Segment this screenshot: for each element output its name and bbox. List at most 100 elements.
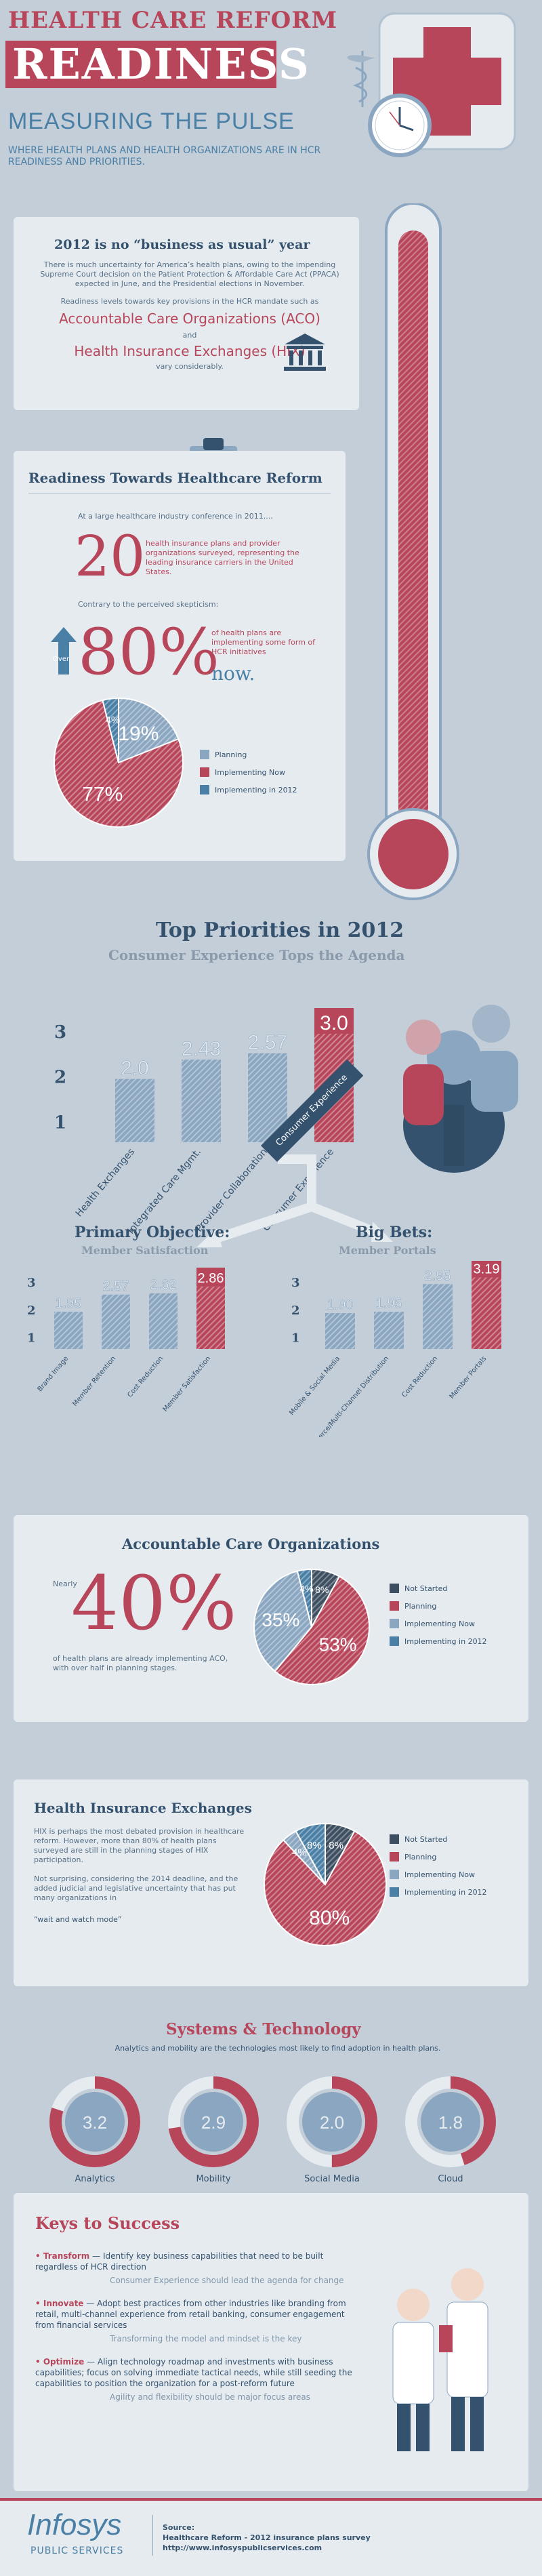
intro-vary: vary considerably. — [156, 362, 224, 371]
legend-label: Implementing in 2012 — [404, 1636, 487, 1646]
intro-and: and — [182, 331, 197, 340]
legend-item: Implementing Now — [390, 1615, 487, 1632]
bar-hatch — [374, 1312, 404, 1349]
readiness-80-text: of health plans are implementing some fo… — [211, 628, 316, 656]
bar-hatch — [472, 1277, 501, 1349]
doctors-illustration — [373, 2257, 508, 2454]
y-tick-label: 1 — [54, 1112, 66, 1133]
primary-objective-chart: 1 2 3 1.95 Brand Image 2.57 Member Retention 2.… — [20, 1261, 271, 1437]
y-tick-label: 3 — [54, 1022, 66, 1043]
primary-objective-title: Primary Objective: — [75, 1224, 230, 1241]
readiness-title-rule — [28, 493, 331, 494]
footer-source-label: Source: — [163, 2523, 195, 2532]
bar-value-label: 2.86 — [198, 1271, 224, 1286]
hix-paragraph-2: Not surprising, considering the 2014 dea… — [34, 1874, 238, 1902]
legend-swatch — [200, 785, 209, 794]
readiness-now: now. — [211, 662, 255, 685]
bar-value-background — [472, 1258, 501, 1278]
big-bets-title: Big Bets: — [356, 1224, 433, 1241]
key-text: — Align technology roadmap and investmen… — [35, 2357, 352, 2388]
intro-panel: 2012 is no “business as usual” year Ther… — [14, 217, 359, 410]
legend-item: Implementing Now — [200, 763, 297, 781]
legend-label: Implementing Now — [404, 1619, 475, 1628]
y-tick-label: 1 — [291, 1331, 300, 1346]
category-label: Member Retention — [71, 1355, 117, 1408]
legend-item: Implementing in 2012 — [390, 1883, 487, 1901]
readiness-over: Over — [53, 656, 70, 663]
systems-title: Systems & Technology — [166, 2020, 361, 2038]
y-tick-label: 1 — [27, 1331, 36, 1346]
bar-value-background — [196, 1267, 225, 1287]
gauge-value-label: 1.8 — [438, 2112, 463, 2133]
pie-slice-hatch — [274, 1576, 369, 1685]
legend-swatch — [390, 1887, 399, 1897]
pie-slice-hatch — [102, 698, 119, 763]
consumer-experience-arrow — [169, 1146, 427, 1254]
aco-text: of health plans are already implementing… — [53, 1654, 228, 1672]
legend-item: Not Started — [390, 1830, 487, 1848]
pie-value-label: 8% — [315, 1584, 329, 1595]
bar-hatch — [54, 1312, 83, 1349]
gauge-center — [184, 2092, 243, 2152]
footer-bar — [0, 2498, 542, 2576]
category-label: Cost Reduction — [126, 1355, 165, 1399]
hix-pie-chart: 8% 80% 4% 8% — [261, 1820, 390, 1949]
header-title-readiness: READINESS — [5, 41, 309, 88]
priorities-subtitle: Consumer Experience Tops the Agenda — [108, 947, 405, 963]
pie-slice-hatch — [283, 1831, 325, 1885]
caduceus-icon — [339, 47, 386, 108]
legend-item: Planning — [200, 746, 297, 763]
hix-title: Health Insurance Exchanges — [34, 1800, 252, 1816]
legend-item: Not Started — [390, 1579, 487, 1597]
legend-swatch — [390, 1636, 399, 1646]
key-item: • Innovate — Adopt best practices from o… — [35, 2298, 354, 2344]
legend-swatch — [200, 750, 209, 759]
key-bullet: • — [35, 2251, 43, 2261]
pie-value-label: 53% — [319, 1634, 357, 1655]
key-text: — Adopt best practices from other indust… — [35, 2299, 346, 2330]
legend-swatch — [390, 1584, 399, 1593]
footer-brand: Infosys — [27, 2508, 122, 2541]
legend-label: Planning — [215, 750, 247, 759]
primary-objective-subtitle: Member Satisfaction — [81, 1244, 209, 1257]
pie-value-label: 35% — [262, 1609, 299, 1630]
pie-slice-hatch — [295, 1824, 325, 1885]
systems-subtitle: Analytics and mobility are the technolog… — [114, 2044, 441, 2053]
legend-item: Implementing Now — [390, 1866, 487, 1883]
pie-slice-hatch — [264, 1831, 386, 1946]
bar-value-label: 2.0 — [121, 1058, 149, 1080]
bar-value-label: 3.0 — [320, 1012, 348, 1034]
category-label: Brand Image — [37, 1355, 70, 1393]
gauge-fill-analytics — [49, 2076, 140, 2167]
bar-value-label: 2.43 — [182, 1038, 221, 1060]
gauge-fill-social-media — [287, 2076, 377, 2167]
legend-label: Planning — [404, 1601, 437, 1611]
legend-label: Planning — [404, 1852, 437, 1861]
key-note: Transforming the model and mindset is th… — [110, 2334, 302, 2343]
header-description: WHERE HEALTH PLANS AND HEALTH ORGANIZATI… — [8, 145, 321, 167]
pie-value-label: 4% — [292, 1847, 307, 1859]
header-title-line1: HEALTH CARE REFORM — [8, 7, 338, 34]
bar-hatch — [102, 1294, 130, 1349]
y-tick-label: 3 — [27, 1276, 36, 1290]
family-illustration — [390, 949, 532, 1173]
bar-hatch — [149, 1293, 178, 1349]
intro-body: There is much uncertainty for America’s … — [40, 260, 339, 288]
key-heading: Transform — [43, 2251, 90, 2261]
key-item: • Transform — Identify key business capa… — [35, 2251, 354, 2286]
intro-aco: Accountable Care Organizations (ACO) — [59, 310, 320, 327]
pie-value-label: 8% — [307, 1840, 322, 1851]
gauge-center — [421, 2092, 480, 2152]
keys-list: • Transform — Identify key business capa… — [35, 2251, 354, 2415]
pie-slice-hatch — [312, 1569, 339, 1627]
readiness-20-text: health insurance plans and provider orga… — [146, 539, 299, 576]
bar-value-label: 2.57 — [103, 1279, 129, 1294]
pie-slice-hatch — [119, 698, 179, 763]
key-bullet: • — [35, 2357, 43, 2367]
readiness-title: Readiness Towards Healthcare Reform — [28, 470, 322, 486]
aco-40-number: 40% — [71, 1560, 237, 1647]
category-label: Member Satisfaction — [162, 1355, 213, 1413]
gauge-category-label: Social Media — [304, 2174, 360, 2184]
aco-title: Accountable Care Organizations — [122, 1535, 380, 1552]
hix-paragraph-3: “wait and watch mode” — [34, 1915, 122, 1924]
